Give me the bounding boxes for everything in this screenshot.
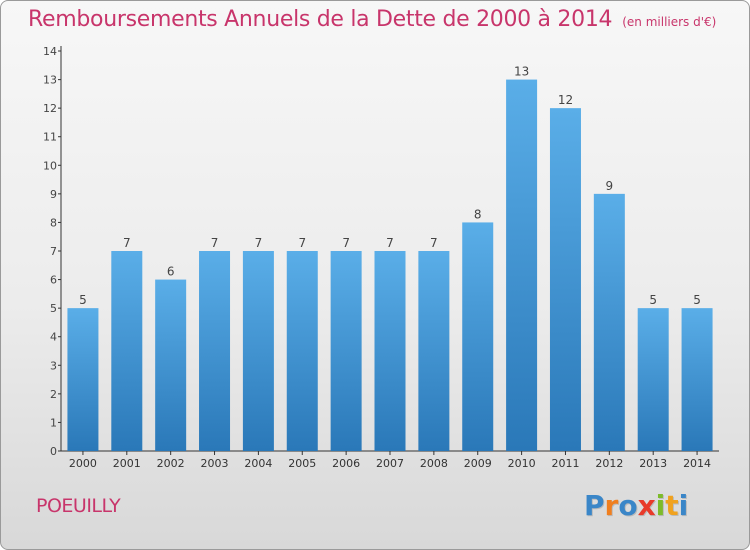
x-tick-label: 2006: [332, 457, 360, 470]
bar: [199, 251, 231, 451]
data-label: 7: [342, 236, 350, 250]
logo-letter: i: [678, 489, 689, 522]
y-tick-label: 7: [50, 245, 57, 258]
bar: [549, 108, 581, 452]
x-tick-label: 2002: [157, 457, 185, 470]
y-tick-label: 11: [43, 131, 57, 144]
x-tick-label: 2008: [420, 457, 448, 470]
logo-letter: o: [618, 489, 638, 522]
x-tick-label: 2001: [113, 457, 141, 470]
data-label: 7: [298, 236, 306, 250]
bar: [506, 79, 538, 452]
y-tick-label: 8: [50, 216, 57, 229]
y-tick-label: 10: [43, 159, 57, 172]
chart-title: Remboursements Annuels de la Dette de 20…: [28, 7, 716, 32]
x-tick-label: 2007: [376, 457, 404, 470]
data-label: 12: [558, 93, 573, 107]
y-tick-label: 14: [43, 45, 57, 58]
x-tick-label: 2009: [464, 457, 492, 470]
bar: [330, 251, 362, 451]
logo-letter: P: [584, 489, 605, 522]
y-tick-label: 6: [50, 274, 57, 287]
commune-name: POEUILLY: [36, 495, 121, 517]
data-label: 6: [167, 265, 175, 279]
data-label: 13: [514, 65, 529, 79]
proxiti-logo: Proxiti: [584, 489, 688, 522]
y-tick-label: 9: [50, 188, 57, 201]
bar: [462, 222, 494, 451]
chart-title-text: Remboursements Annuels de la Dette de 20…: [28, 7, 613, 32]
bar: [67, 308, 99, 451]
y-tick-label: 5: [50, 302, 57, 315]
bar: [242, 251, 274, 451]
data-label: 7: [386, 236, 394, 250]
logo-letter: x: [637, 489, 656, 522]
bar: [418, 251, 450, 451]
data-label: 7: [123, 236, 131, 250]
data-label: 5: [79, 293, 87, 307]
bar: [681, 308, 713, 451]
bar: [593, 193, 625, 451]
bar: [374, 251, 406, 451]
y-tick-label: 1: [50, 416, 57, 429]
y-tick-label: 0: [50, 445, 57, 458]
y-tick-label: 12: [43, 102, 57, 115]
x-tick-label: 2003: [201, 457, 229, 470]
logo-letter: t: [665, 489, 679, 522]
data-label: 7: [211, 236, 219, 250]
x-tick-label: 2010: [508, 457, 536, 470]
data-label: 7: [255, 236, 263, 250]
y-tick-label: 3: [50, 359, 57, 372]
x-tick-label: 2012: [595, 457, 623, 470]
bar: [111, 251, 143, 451]
x-tick-label: 2004: [244, 457, 272, 470]
logo-letter: i: [655, 489, 666, 522]
bar: [155, 279, 187, 451]
y-tick-label: 4: [50, 331, 57, 344]
logo-letter: r: [604, 489, 619, 522]
y-tick-label: 13: [43, 74, 57, 87]
chart-subtitle: (en milliers d'€): [622, 15, 717, 29]
x-tick-label: 2014: [683, 457, 711, 470]
data-label: 7: [430, 236, 438, 250]
data-label: 9: [606, 179, 614, 193]
bar: [286, 251, 318, 451]
x-tick-label: 2005: [288, 457, 316, 470]
data-label: 5: [649, 293, 657, 307]
data-label: 5: [693, 293, 701, 307]
bar: [637, 308, 669, 451]
x-tick-label: 2011: [551, 457, 579, 470]
y-tick-label: 2: [50, 388, 57, 401]
x-tick-label: 2013: [639, 457, 667, 470]
x-tick-label: 2000: [69, 457, 97, 470]
data-label: 8: [474, 207, 482, 221]
